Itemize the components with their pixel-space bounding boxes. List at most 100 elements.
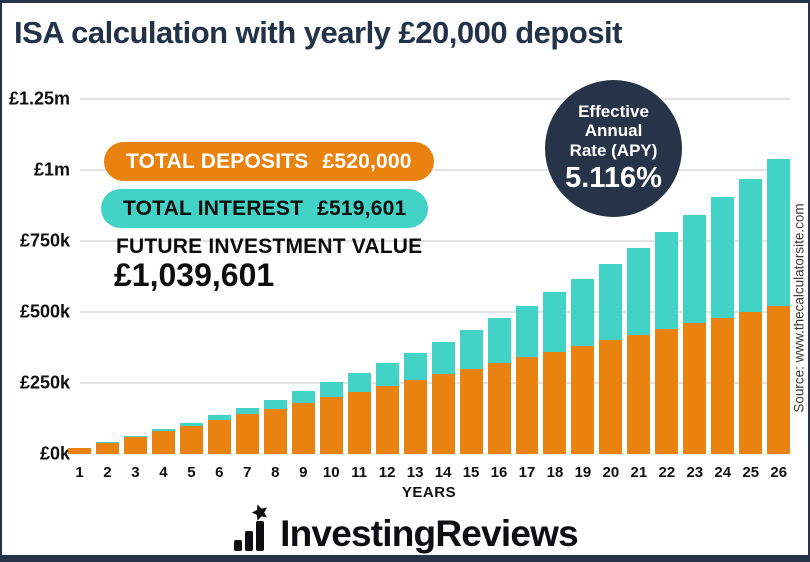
interest-segment xyxy=(123,436,147,437)
interest-segment xyxy=(291,391,315,403)
interest-segment xyxy=(599,263,623,341)
apy-badge-line1: Effective xyxy=(578,101,649,121)
x-axis-tick-label: 4 xyxy=(159,464,168,481)
deposit-segment xyxy=(403,380,427,454)
deposit-segment xyxy=(375,385,399,454)
interest-segment xyxy=(487,318,511,364)
apy-badge-line2: Annual xyxy=(584,121,643,141)
x-axis-tick-label: 15 xyxy=(462,464,480,481)
x-axis-tick-labels: 1 2 3 4 5 6 7 8 9 10 11 12 13 14 15 16 17 18 19 20 21 22 23 24 2… xyxy=(68,464,790,481)
stacked-bar-year-26 xyxy=(767,158,791,454)
deposit-segment xyxy=(207,419,231,454)
deposit-segment xyxy=(431,374,455,454)
x-axis-tick-label: 3 xyxy=(131,464,140,481)
deposit-segment xyxy=(571,346,595,454)
interest-segment xyxy=(403,352,427,381)
x-axis-tick-label: 25 xyxy=(742,464,760,481)
interest-segment xyxy=(655,232,679,330)
interest-segment xyxy=(431,341,455,375)
deposit-segment xyxy=(291,402,315,454)
stacked-bar-year-8 xyxy=(263,399,287,454)
future-investment-label: FUTURE INVESTMENT VALUE xyxy=(116,235,423,258)
deposit-segment xyxy=(123,436,147,454)
logo-barchart-star-icon xyxy=(234,504,268,551)
stacked-bar-year-10 xyxy=(319,382,343,454)
x-axis-tick-label: 1 xyxy=(75,464,84,481)
interest-segment xyxy=(235,407,259,415)
interest-segment xyxy=(627,248,651,335)
x-axis-tick-label: 2 xyxy=(103,464,112,481)
x-axis-title: YEARS xyxy=(401,484,457,501)
deposit-segment xyxy=(487,363,511,454)
x-axis-tick-label: 26 xyxy=(770,464,788,481)
deposit-segment xyxy=(711,317,735,454)
interest-segment xyxy=(179,422,203,426)
total-deposits-label: TOTAL DEPOSITS xyxy=(126,149,309,173)
x-axis-tick-label: 6 xyxy=(215,464,224,481)
deposit-segment xyxy=(627,334,651,454)
stacked-bar-year-23 xyxy=(683,215,707,454)
deposit-segment xyxy=(347,391,371,454)
interest-segment xyxy=(347,372,371,392)
stacked-bar-year-13 xyxy=(403,352,427,454)
x-axis-tick-label: 23 xyxy=(686,464,704,481)
x-axis-tick-label: 21 xyxy=(630,464,648,481)
deposit-segment xyxy=(599,340,623,454)
deposit-segment xyxy=(151,431,175,454)
gridline xyxy=(80,169,790,171)
x-axis-tick-label: 17 xyxy=(518,464,536,481)
stacked-bar-year-15 xyxy=(459,330,483,454)
deposit-segment xyxy=(515,357,539,454)
interest-segment xyxy=(459,330,483,369)
interest-segment xyxy=(207,415,231,420)
deposit-segment xyxy=(683,323,707,454)
investingreviews-logo: InvestingReviews xyxy=(2,504,808,554)
logo-text: InvestingReviews xyxy=(280,513,579,554)
stacked-bar-year-1 xyxy=(68,448,91,454)
interest-segment xyxy=(711,197,735,318)
interest-segment xyxy=(375,363,399,386)
interest-segment xyxy=(543,292,567,352)
stacked-bar-year-24 xyxy=(711,197,735,454)
stacked-bar-year-7 xyxy=(235,407,259,454)
x-axis-tick-label: 16 xyxy=(490,464,508,481)
deposit-segment xyxy=(95,442,119,454)
interest-segment xyxy=(683,215,707,324)
stacked-bar-year-5 xyxy=(179,422,203,454)
deposit-segment xyxy=(263,408,287,454)
stacked-bar-year-22 xyxy=(655,232,679,454)
x-axis-tick-label: 5 xyxy=(187,464,196,481)
deposit-segment xyxy=(319,397,343,454)
stacked-bar-year-3 xyxy=(123,436,147,454)
x-axis-tick-label: 22 xyxy=(658,464,676,481)
gridline xyxy=(80,240,790,242)
stacked-bar-year-19 xyxy=(571,278,595,454)
deposit-segment xyxy=(179,425,203,454)
total-deposits-badge: TOTAL DEPOSITS £520,000 xyxy=(104,142,434,181)
y-axis-tick-label: £1.25m xyxy=(8,88,70,109)
page-title: ISA calculation with yearly £20,000 depo… xyxy=(14,15,622,50)
y-axis-tick-label: £0k xyxy=(39,443,70,464)
interest-segment xyxy=(319,382,343,398)
stacked-bar-year-25 xyxy=(739,178,763,454)
interest-segment xyxy=(739,178,763,312)
total-interest-badge: TOTAL INTEREST £519,601 xyxy=(101,189,429,228)
y-axis-tick-label: £250k xyxy=(19,372,70,393)
y-axis-tick-label: £500k xyxy=(19,301,70,322)
interest-segment xyxy=(571,278,595,347)
y-axis-tick-label: £1m xyxy=(33,159,70,180)
deposit-segment xyxy=(543,351,567,454)
interest-segment xyxy=(151,429,175,432)
source-attribution: Source: www.thecalculatorsite.com xyxy=(791,203,807,413)
x-axis-tick-label: 13 xyxy=(406,464,424,481)
stacked-bar-year-18 xyxy=(543,292,567,454)
deposit-segment xyxy=(68,448,91,454)
bar-chart xyxy=(68,99,791,454)
total-interest-label: TOTAL INTEREST xyxy=(123,196,304,220)
deposit-segment xyxy=(739,312,763,454)
stacked-bar-year-12 xyxy=(375,363,399,454)
x-axis-tick-label: 7 xyxy=(243,464,252,481)
total-deposits-value: £520,000 xyxy=(322,149,412,173)
deposit-segment xyxy=(459,368,483,454)
